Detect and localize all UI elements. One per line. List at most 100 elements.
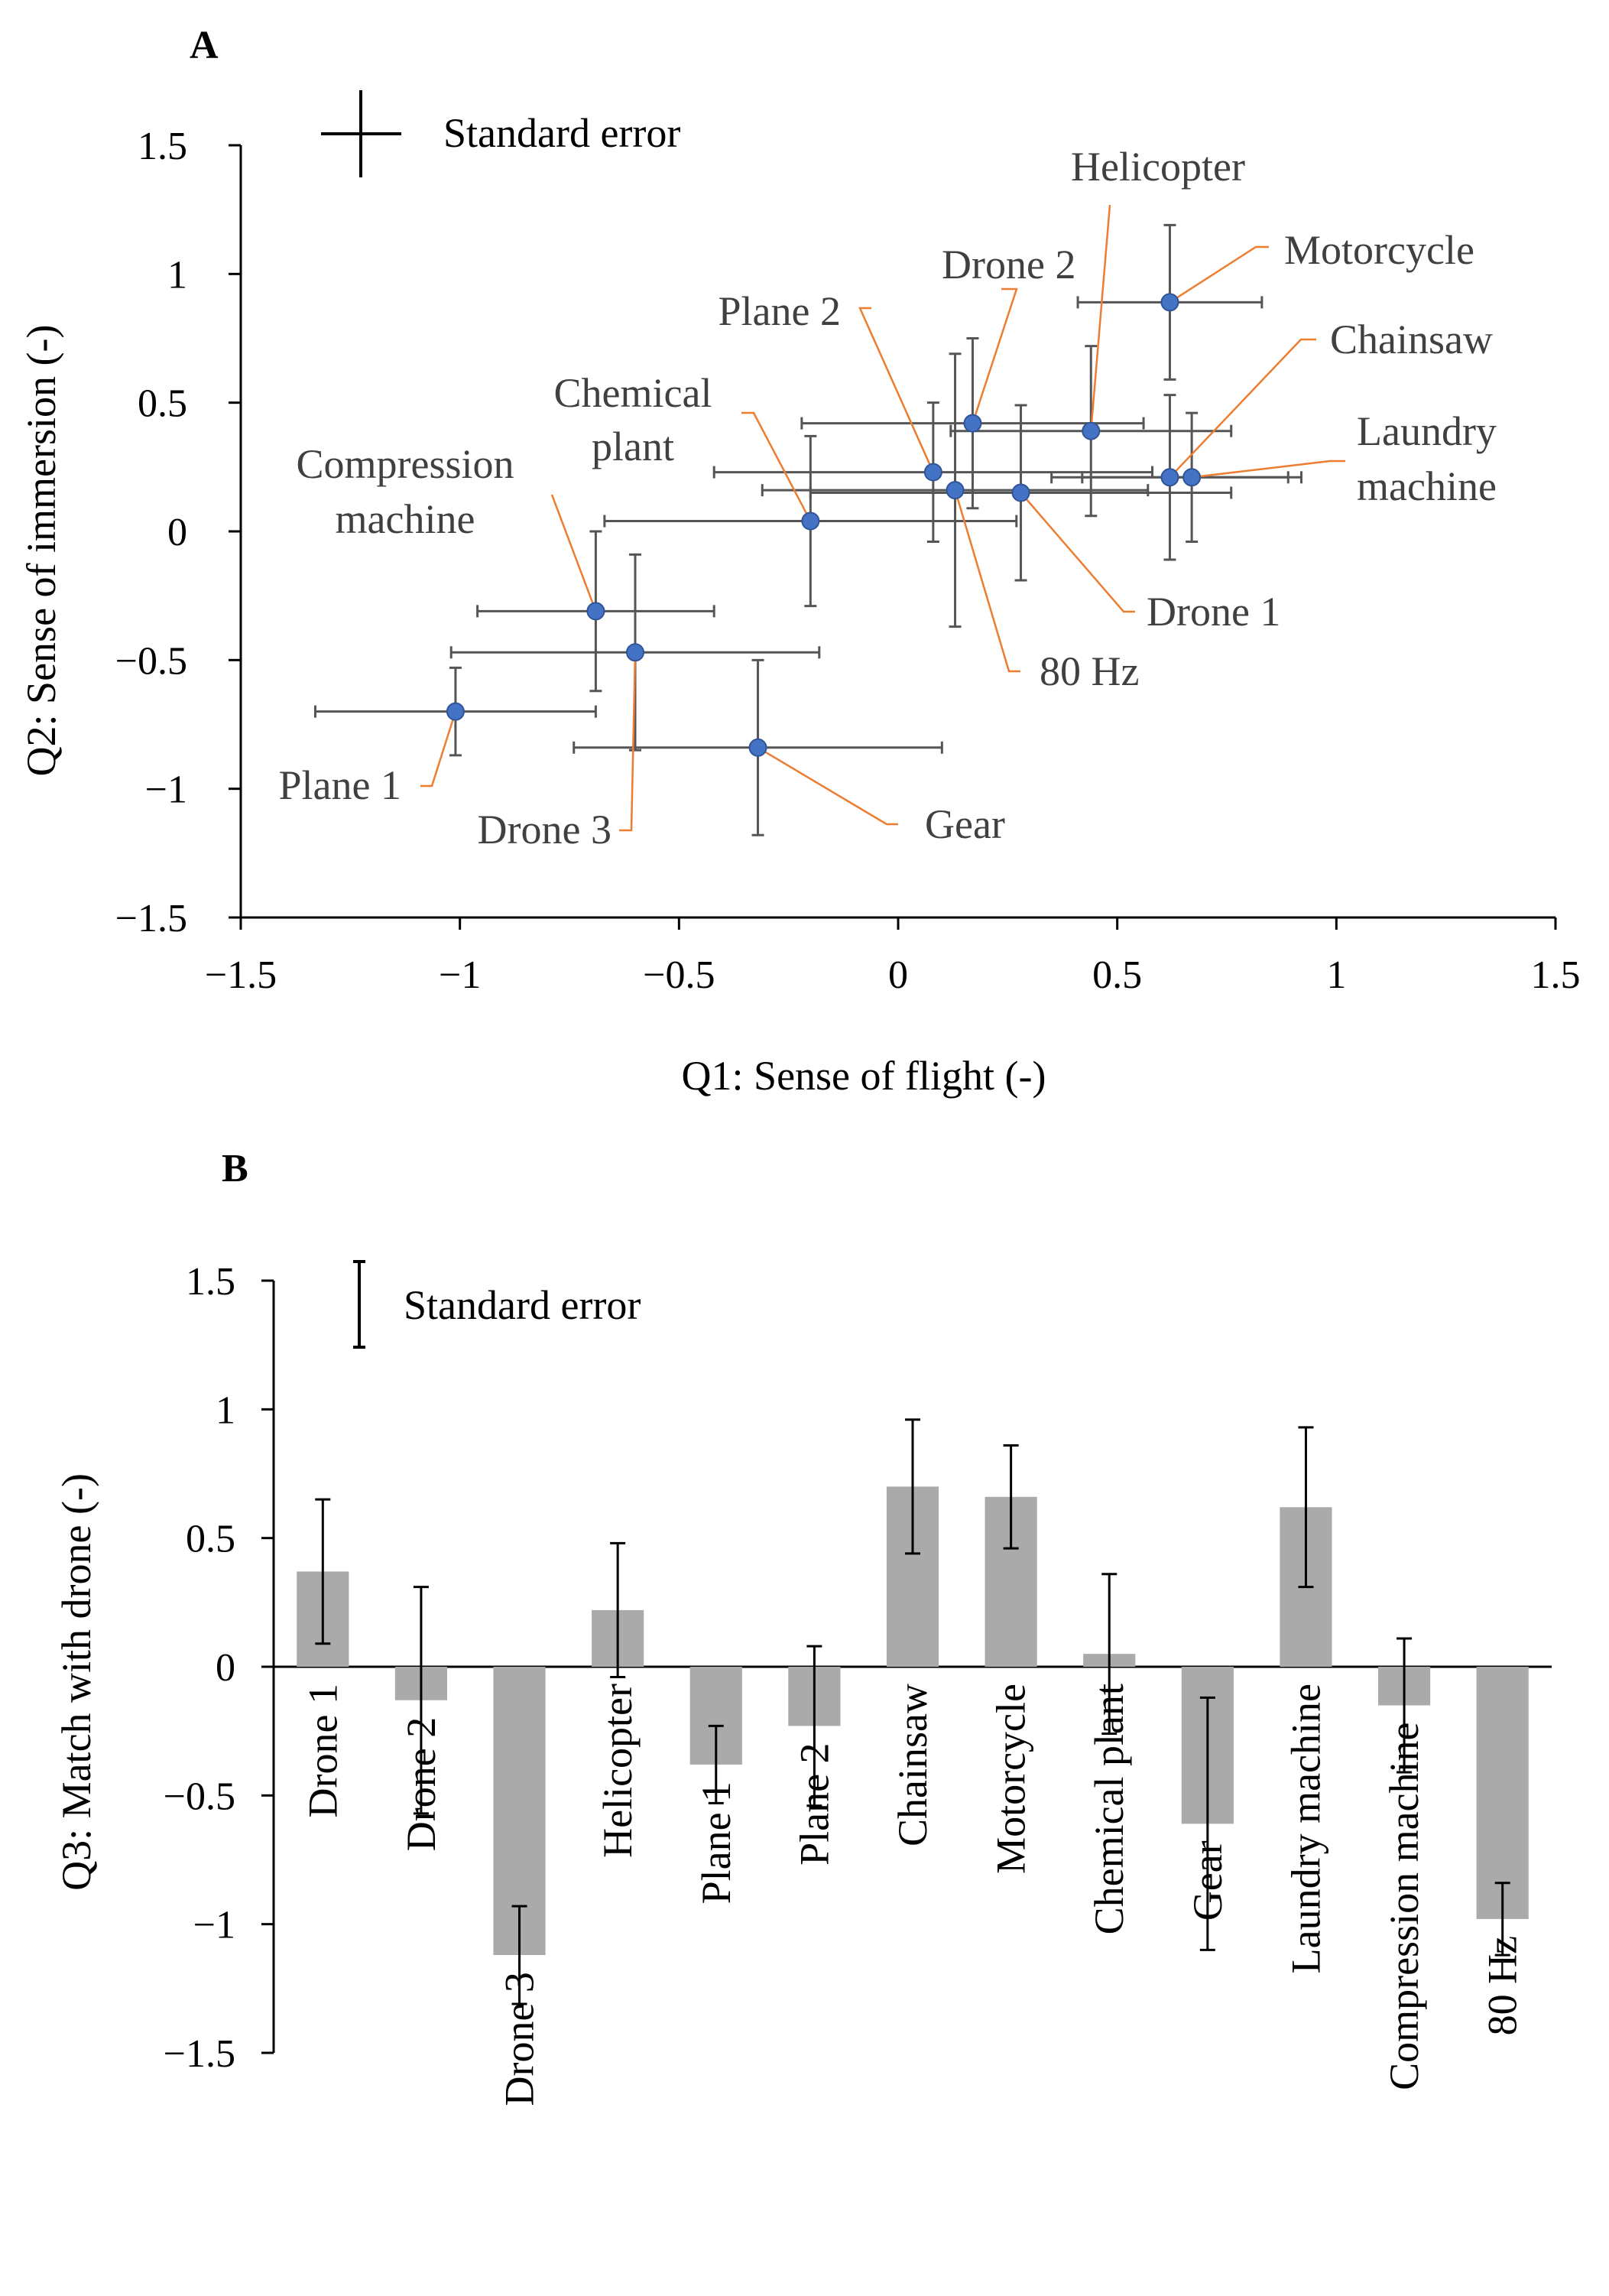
point-label-line: machine: [1357, 463, 1497, 509]
point-label-line: Gear: [925, 801, 1005, 847]
point-laundry-machine: [1182, 468, 1202, 487]
panel-a-y-tick-label: 1.5: [138, 125, 187, 168]
point-label-line: Chainsaw: [1330, 317, 1493, 362]
point-plane-2: [923, 463, 942, 482]
panel-b-y-axis-title: Q3: Match with drone (-): [54, 1473, 99, 1891]
panel-a-x-tick-label: 0.5: [1092, 953, 1142, 997]
leader-line-compression: [550, 494, 597, 612]
leader-line-drone2: [972, 287, 1018, 424]
panel-a-x-axis-title: Q1: Sense of flight (-): [682, 1053, 1046, 1099]
panel-a-y-axis-title: Q2: Sense of immersion (-): [18, 325, 64, 777]
panel-b-errorbars: [315, 1418, 1510, 2005]
point-label-line: Drone 1: [1147, 589, 1280, 635]
category-label-chemical-plant: Chemical plant: [1086, 1684, 1132, 1934]
point-chainsaw: [1160, 468, 1179, 487]
category-label-laundry-machine: Laundry machine: [1283, 1684, 1328, 1973]
panel-a-scatter: A Standard error −1.5 −1 −0.5 0 0.5 1 1.5 1.5 1 0…: [18, 24, 1581, 1099]
panel-b-y-tick-label: 1.5: [186, 1260, 235, 1304]
category-label-80-hz: 80 Hz: [1480, 1936, 1526, 2035]
panel-a-y-tick-label: 1: [167, 253, 187, 297]
leader-line-chemical: [741, 411, 812, 522]
panel-a-leader-lines: [420, 204, 1345, 832]
point-label-line: machine: [336, 496, 475, 542]
panel-b-y-tick-label: 0.5: [186, 1518, 235, 1561]
panel-b-y-tick-label: −0.5: [164, 1775, 235, 1818]
point-label-line: Chemical: [554, 370, 712, 416]
panel-b-bars: [297, 1486, 1529, 1956]
category-label-drone-3: Drone 3: [497, 1972, 543, 2106]
point-label-laundry: Laundry machine: [1357, 408, 1497, 509]
panel-a-x-tick-label: −0.5: [643, 953, 715, 997]
leader-line-plane1: [420, 711, 457, 788]
point-chemical-plant: [801, 511, 820, 531]
point-label-plane1: Plane 1: [279, 762, 401, 808]
point-label-line: Helicopter: [1071, 144, 1245, 190]
point-label-chemical: Chemical plant: [554, 370, 712, 469]
panel-b-legend: Standard error: [353, 1260, 641, 1349]
panel-a-y-tick-label: −1.5: [115, 897, 187, 940]
panel-b-bar: B Standard error 1.5 1 0.5 0 −0.5 −1 −1.5 Dron…: [54, 1147, 1552, 2106]
point-label-drone3: Drone 3: [478, 807, 611, 852]
panel-a-x-tick-label: 1: [1326, 953, 1346, 997]
point-label-hz80: 80 Hz: [1040, 648, 1139, 694]
bar-80-hz: [1476, 1667, 1529, 1919]
leader-line-gear: [757, 746, 898, 826]
panel-b-y-tick-label: −1: [193, 1904, 235, 1947]
point-label-line: Plane 1: [279, 762, 401, 808]
point-drone-3: [626, 643, 644, 662]
leader-line-laundry: [1191, 460, 1345, 479]
category-label-drone-2: Drone 2: [398, 1717, 444, 1851]
category-label-plane-1: Plane 1: [693, 1781, 739, 1904]
point-label-line: Drone 2: [942, 242, 1075, 287]
panel-a-x-tick-label: −1.5: [205, 953, 277, 997]
legend-b-label: Standard error: [404, 1282, 641, 1328]
leader-line-helicopter: [1090, 204, 1111, 431]
point-drone-2: [963, 414, 982, 433]
category-label-motorcycle: Motorcycle: [988, 1684, 1034, 1874]
category-label-helicopter: Helicopter: [595, 1684, 641, 1858]
category-label-compression-machine: Compression machine: [1381, 1723, 1427, 2090]
point-plane-1: [446, 702, 465, 721]
point-label-line: Laundry: [1357, 408, 1497, 454]
leader-line-chainsaw: [1169, 338, 1316, 479]
category-label-plane-2: Plane 2: [791, 1742, 837, 1865]
point-label-drone1: Drone 1: [1147, 589, 1280, 635]
panel-a-y-tick-label: 0.5: [138, 382, 187, 426]
point-label-line: Drone 3: [478, 807, 611, 852]
category-label-gear: Gear: [1185, 1840, 1231, 1921]
point-helicopter: [1082, 421, 1101, 440]
panel-b-y-tick-label: 1: [216, 1388, 235, 1432]
panel-a-letter: A: [190, 24, 219, 67]
point-gear: [748, 738, 767, 757]
point-label-line: Plane 2: [719, 288, 841, 334]
panel-b-y-tick-label: 0: [216, 1646, 235, 1690]
panel-a-axes: −1.5 −1 −0.5 0 0.5 1 1.5 1.5 1 0.5 0 −0.5 −1 −1.5: [115, 125, 1581, 997]
point-label-line: 80 Hz: [1040, 648, 1139, 694]
panel-a-y-tick-label: 0: [167, 511, 187, 554]
panel-b-y-tick-label: −1.5: [164, 2032, 235, 2076]
leader-line-motorcycle: [1169, 245, 1269, 304]
point-label-line: Compression: [296, 441, 514, 487]
point-80-hz: [946, 481, 965, 500]
point-label-plane2: Plane 2: [719, 288, 841, 334]
panel-a-x-tick-label: 0: [888, 953, 908, 997]
leader-line-drone1: [1020, 492, 1135, 613]
leader-line-hz80: [954, 489, 1020, 673]
panel-a-legend: Standard error: [321, 90, 680, 177]
legend-a-label: Standard error: [443, 110, 680, 156]
panel-b-axes: 1.5 1 0.5 0 −0.5 −1 −1.5: [164, 1260, 1552, 2076]
panel-a-y-tick-label: −1: [145, 768, 187, 812]
point-compression-machine: [586, 602, 605, 621]
panel-a-x-tick-label: −1: [439, 953, 481, 997]
category-label-drone-1: Drone 1: [300, 1684, 345, 1817]
point-label-line: Motorcycle: [1284, 227, 1474, 273]
panel-b-category-labels: Drone 1 Drone 2 Drone 3 Helicopter Plane 1 Pl…: [300, 1684, 1525, 2106]
panel-a-y-tick-label: −0.5: [115, 639, 187, 683]
point-label-motorcycle: Motorcycle: [1284, 227, 1474, 273]
point-label-drone2: Drone 2: [942, 242, 1075, 287]
leader-line-drone3: [619, 652, 637, 832]
point-label-gear: Gear: [925, 801, 1005, 847]
category-label-chainsaw: Chainsaw: [890, 1684, 936, 1846]
point-motorcycle: [1160, 293, 1179, 312]
